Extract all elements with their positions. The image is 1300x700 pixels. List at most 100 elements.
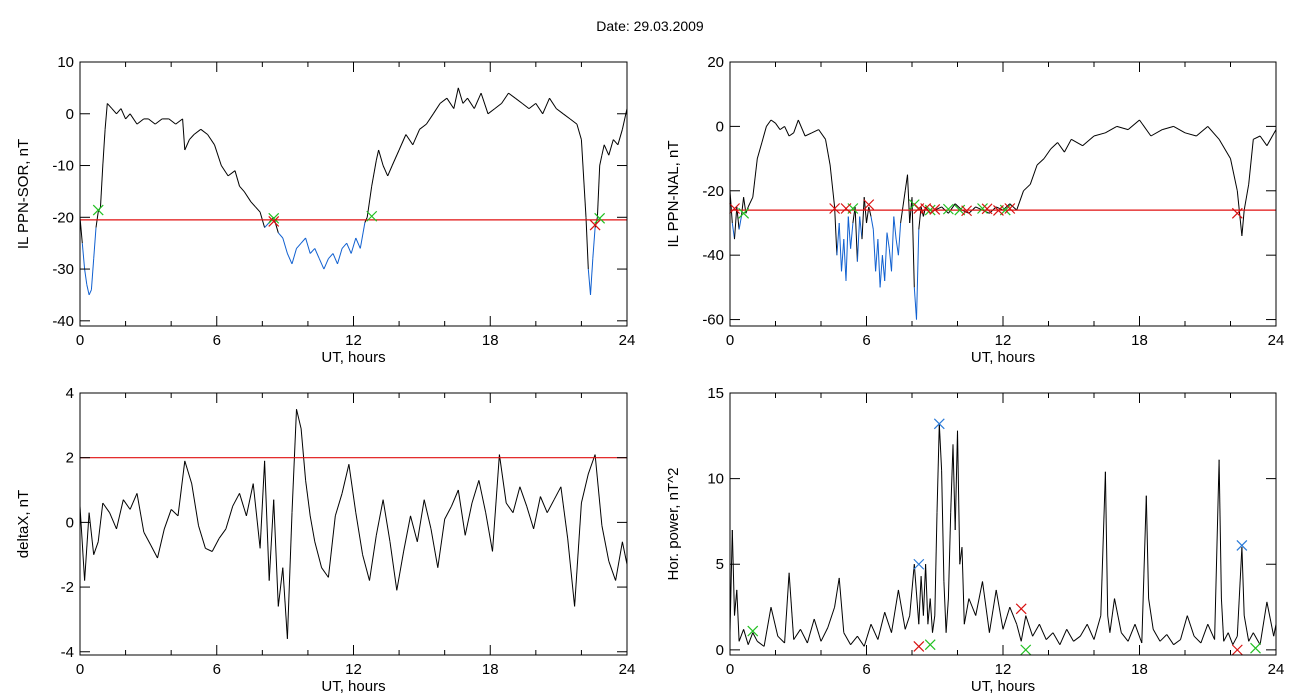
series-segment [580,139,587,218]
series-segment [464,502,473,536]
series-segment [106,103,113,109]
series-segment [731,222,735,240]
series-segment [866,206,870,224]
series-segment [763,607,772,647]
series-segment [1236,190,1243,236]
series-segment [608,561,617,581]
series-segment [825,139,831,166]
series-segment [341,242,348,249]
series-segment [938,423,943,471]
series-segment [120,108,127,120]
y-tick-label: -20 [702,183,724,200]
series-segment [296,409,302,429]
series-segment [437,519,446,568]
series-segment [902,190,906,207]
series-segment [348,464,357,513]
series-segment [1036,158,1045,166]
series-segment [150,544,158,559]
series-segment [596,165,601,218]
panel-nal: 0 6 12 18 24 -60 -40 -20 0 20 UT, hours IL PPN-NAL,… [665,54,1284,366]
series-segment [850,222,854,249]
series-segment [410,515,418,542]
series-segment [84,269,88,285]
plot-frame [729,392,1277,656]
series-segment [1043,148,1052,159]
marker-red [1231,207,1243,219]
series-segment [793,629,801,640]
y-tick-label: 0 [66,106,74,123]
marker-green [942,203,954,215]
series-segment [784,126,790,137]
series-segment [952,444,956,531]
series-segment [920,576,924,616]
series-segment [574,502,582,607]
series-segment [861,197,865,240]
series-segment [200,128,208,135]
series-segment [1186,615,1195,637]
x-tick-label: 18 [1131,661,1148,678]
series-segment [220,165,229,177]
date-value: 29.03.2009 [633,18,704,34]
series-segment [761,126,767,143]
series-segment [189,134,195,140]
series-segment [943,581,947,633]
series-segment [734,589,738,616]
y-tick-label: -10 [52,158,74,175]
y-tick-label: 0 [716,118,724,135]
marker-blue [913,558,925,570]
x-tick-label: 24 [619,661,636,678]
series-segment [1200,624,1209,644]
series-segment [1193,635,1202,644]
series-segment [818,129,826,140]
series-segment [387,165,393,177]
series-segment [594,454,603,526]
series-segment [1148,598,1154,630]
series-segment [800,629,808,644]
series-segment [1023,183,1031,192]
series-segment [462,97,468,104]
series-segment [535,103,544,115]
series-segment [211,538,220,552]
series-segment [868,206,872,217]
series-segment [1259,601,1268,645]
series-segment [895,239,899,256]
series-segment [752,632,758,642]
series-segment [1071,138,1083,147]
series-segment [743,629,749,645]
series-segment [957,430,961,565]
series-segment [929,598,933,633]
series-segment [947,203,956,214]
series-segment [1093,132,1106,137]
series-segment [314,248,320,259]
series-segment [1052,632,1061,645]
series-segment [1009,606,1018,625]
series-segment [323,258,329,270]
series-segment [291,409,297,513]
series-segment [1059,629,1068,645]
series-segment [1207,623,1216,640]
x-tick-label: 6 [862,332,870,349]
series-segment [925,564,929,625]
series-segment [954,430,958,531]
marker-red [929,204,941,215]
series-segment [1196,126,1209,137]
series-segment [136,118,145,125]
series-segment [309,515,316,542]
series-segment [847,216,852,249]
series-segment [765,119,772,127]
series-segment [1045,632,1054,640]
series-segment [1227,632,1234,645]
series-segment [250,201,256,208]
series-segment [877,612,886,640]
series-segment [193,128,202,135]
series-segment [752,158,758,198]
series-segment [457,87,464,104]
series-segment [122,499,131,510]
series-segment [1253,135,1261,140]
series-segment [1166,634,1175,645]
series-segment [268,499,275,581]
series-segment [982,581,990,633]
series-segment [968,598,977,616]
series-segment [334,493,343,517]
series-segment [355,512,364,555]
